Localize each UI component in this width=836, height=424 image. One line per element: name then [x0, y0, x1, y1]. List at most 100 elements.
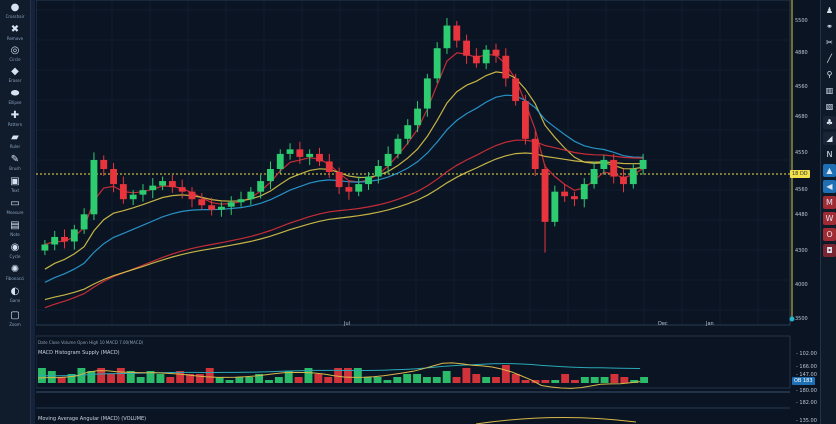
- order-icon[interactable]: W: [823, 212, 836, 225]
- tool-label: Fibonacci: [5, 276, 25, 281]
- candle-body: [384, 153, 392, 166]
- tool-crosshair[interactable]: ● Crosshair: [2, 2, 28, 24]
- candle-body: [600, 159, 608, 169]
- indicator-pane-border: [36, 335, 791, 389]
- toolbar-divider: [31, 0, 35, 424]
- line-icon[interactable]: ╱: [823, 52, 836, 65]
- tool-zoom[interactable]: ▢ Zoom: [2, 310, 28, 332]
- volume-bar: [590, 377, 599, 383]
- news-icon[interactable]: N: [823, 148, 836, 161]
- tool-gann[interactable]: ◐ Gann: [2, 286, 28, 308]
- tool-label: Note: [10, 232, 20, 237]
- candle-body: [561, 191, 569, 197]
- tool-eraser[interactable]: ◆ Eraser: [2, 66, 28, 88]
- tools-icon[interactable]: ✂: [823, 36, 836, 49]
- zoom-icon: ▢: [10, 310, 20, 321]
- price-tick: 4680: [795, 114, 808, 120]
- candle-body: [41, 244, 49, 251]
- moving-average-line-4: [44, 152, 644, 301]
- tool-circle[interactable]: ◎ Circle: [2, 45, 28, 67]
- candle-body: [620, 176, 627, 185]
- volume-bar: [383, 380, 392, 383]
- volume-bar: [314, 374, 323, 383]
- volume-bar: [156, 374, 165, 383]
- layers-icon[interactable]: ▧: [823, 100, 836, 113]
- volume-bar: [363, 377, 372, 383]
- price-scale-handle: [789, 316, 795, 322]
- tool-fibonacci[interactable]: ✺ Fibonacci: [2, 264, 28, 286]
- volume-bar: [116, 368, 125, 383]
- volume-bar: [640, 377, 649, 383]
- volume-bar: [472, 374, 481, 383]
- volume-bar: [176, 371, 185, 383]
- text-icon: ▣: [10, 176, 20, 187]
- candle-body: [492, 49, 500, 56]
- candle-body: [610, 159, 618, 177]
- volume-bar: [393, 377, 402, 383]
- tool-remove[interactable]: ✖ Remove: [2, 24, 28, 46]
- crosshair-icon: ●: [10, 2, 20, 13]
- price-tick: 3500: [795, 316, 808, 322]
- candle-body: [374, 165, 382, 177]
- bottom-panel-title: Moving Average Angular (MACD) (VOLUME): [38, 416, 147, 422]
- eraser-icon: ◆: [11, 66, 19, 77]
- tool-brush[interactable]: ✎ Brush: [2, 154, 28, 176]
- tool-measure[interactable]: ▭ Measure: [2, 198, 28, 220]
- user-icon[interactable]: ♟: [823, 4, 836, 17]
- tool-cycle[interactable]: ◉ Cycle: [2, 242, 28, 264]
- price-tick: 4000: [795, 282, 808, 288]
- price-tick: 4480: [795, 212, 808, 218]
- candle-body: [365, 176, 372, 185]
- candle-body: [306, 153, 314, 157]
- cancel-icon[interactable]: O: [823, 228, 836, 241]
- candle-body: [217, 206, 225, 210]
- tool-label: Zoom: [9, 322, 21, 327]
- magnet-icon[interactable]: ⚲: [823, 68, 836, 81]
- price-tick: 4880: [795, 50, 808, 56]
- volume-bar: [274, 377, 283, 383]
- volume-bar: [373, 377, 382, 383]
- volume-bar: [294, 377, 303, 383]
- current-price-tag: 18 DD: [790, 170, 810, 178]
- volume-bar: [265, 380, 273, 383]
- alert-icon[interactable]: ◢: [823, 132, 836, 145]
- sell-icon[interactable]: M: [823, 196, 836, 209]
- volume-bar: [580, 377, 589, 383]
- tool-label: Brush: [9, 166, 21, 171]
- volume-bar: [541, 380, 550, 383]
- volume-bar: [422, 377, 431, 383]
- chart-area[interactable]: [36, 0, 820, 424]
- volume-bar: [245, 377, 254, 383]
- volume-bar: [126, 371, 135, 383]
- tool-ellipse[interactable]: ⬬ Ellipse: [2, 88, 28, 110]
- note-icon: ▤: [10, 220, 20, 231]
- right-toolbar: ♟ ⚭ ✂ ╱ ⚲ ▥ ▧ ♣ ◢ N ▲ ◀ M W O ◘: [820, 0, 836, 424]
- lock-icon[interactable]: ▥: [823, 84, 836, 97]
- candle-body: [257, 181, 265, 192]
- volume-bar: [561, 374, 570, 383]
- measure-icon: ▭: [10, 198, 20, 209]
- tool-label: Cycle: [9, 254, 21, 259]
- volume-bar: [67, 374, 76, 383]
- share-icon[interactable]: ◀: [823, 180, 836, 193]
- volume-bar: [97, 368, 106, 383]
- volume-bar: [492, 377, 500, 383]
- candle-body: [414, 108, 421, 126]
- indicator-icon[interactable]: ♣: [823, 116, 836, 129]
- tool-ruler[interactable]: ▰ Ruler: [2, 132, 28, 154]
- candle-body: [335, 172, 343, 188]
- signal-line: [37, 363, 641, 377]
- candle-body: [110, 169, 117, 185]
- tool-label: Ellipse: [8, 100, 22, 105]
- link-icon[interactable]: ⚭: [823, 20, 836, 33]
- buy-icon[interactable]: ▲: [823, 164, 836, 177]
- candle-body: [80, 214, 88, 230]
- tool-text[interactable]: ▣ Text: [2, 176, 28, 198]
- tool-pattern[interactable]: ✚ Pattern: [2, 110, 28, 132]
- volume-bar: [521, 380, 530, 383]
- pattern-icon: ✚: [10, 110, 20, 121]
- tool-note[interactable]: ▤ Note: [2, 220, 28, 242]
- candle-body: [472, 55, 480, 64]
- trash-icon[interactable]: ◘: [823, 244, 836, 257]
- volume-bar: [462, 368, 471, 383]
